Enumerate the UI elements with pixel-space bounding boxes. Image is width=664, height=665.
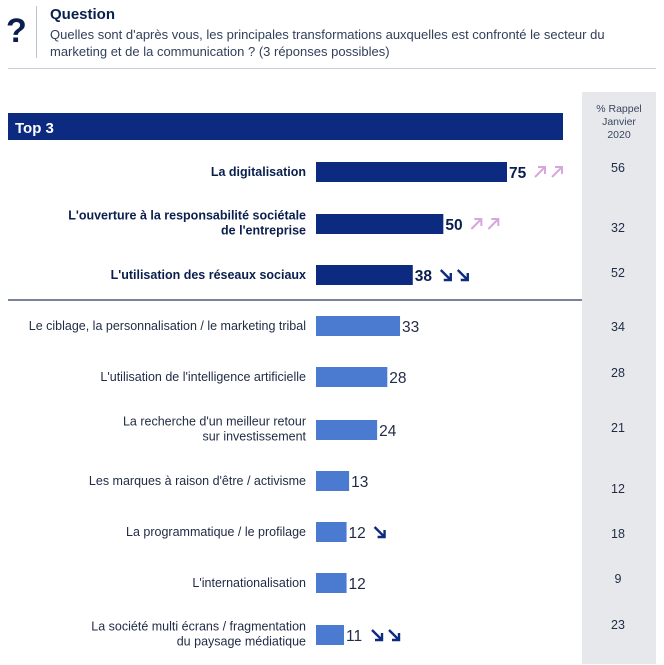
rappel-header-line: % Rappel	[596, 103, 642, 115]
trend-up-icon-path	[487, 218, 500, 230]
value-label: 33	[402, 319, 419, 336]
value-label: 28	[389, 370, 406, 387]
bar	[316, 316, 401, 336]
bar	[316, 573, 347, 593]
trend-down-icon-path	[388, 629, 401, 642]
header-rule	[8, 68, 656, 69]
bar	[316, 420, 378, 440]
trend-up-icon	[487, 218, 500, 230]
rappel-header-line: 2020	[607, 129, 631, 141]
category-label: du paysage médiatique	[177, 635, 306, 649]
category-label: La digitalisation	[211, 165, 306, 179]
trend-up-icon-path	[534, 166, 546, 178]
rappel-value: 18	[611, 527, 625, 541]
category-label: L'utilisation de l'intelligence artifici…	[100, 370, 306, 384]
bar	[316, 265, 413, 285]
question-header: ? Question Quelles sont d'après vous, le…	[0, 0, 664, 72]
trend-down-icon	[439, 269, 452, 282]
category-label: La société multi écrans / fragmentation	[91, 620, 306, 634]
bar	[316, 367, 388, 387]
trend-down-icon-path	[371, 629, 384, 642]
value-label: 50	[445, 217, 462, 234]
category-label: L'internationalisation	[192, 576, 306, 590]
top3-banner-label: Top 3	[15, 120, 54, 137]
rappel-header-line: Janvier	[602, 116, 636, 128]
bar	[316, 625, 345, 645]
question-title: Question	[50, 6, 116, 23]
value-label: 13	[351, 474, 368, 491]
trend-down-icon	[388, 629, 401, 642]
category-label: L'utilisation des réseaux sociaux	[111, 268, 306, 282]
value-label: 75	[509, 165, 527, 182]
category-label: de l'entreprise	[221, 224, 306, 238]
bar	[316, 522, 347, 542]
category-label: L'ouverture à la responsabilité sociétal…	[68, 209, 306, 223]
rappel-value: 12	[611, 482, 625, 496]
value-label: 11	[346, 628, 362, 645]
trend-down-icon	[456, 269, 469, 282]
bar	[316, 214, 444, 234]
trend-down-icon	[373, 526, 386, 539]
category-label: Le ciblage, la personnalisation / le mar…	[29, 319, 306, 333]
value-label: 38	[415, 268, 433, 285]
trend-up-icon-path	[470, 218, 483, 230]
rappel-value: 23	[611, 618, 625, 632]
value-label: 12	[349, 525, 366, 542]
rappel-panel	[582, 92, 656, 664]
header-separator	[36, 6, 37, 58]
category-label: La programmatique / le profilage	[126, 525, 306, 539]
bar	[316, 162, 507, 182]
trend-up-icon	[551, 166, 563, 178]
trend-down-icon	[371, 629, 384, 642]
rappel-value: 32	[611, 221, 625, 235]
rappel-value: 21	[611, 421, 625, 435]
value-label: 12	[349, 576, 366, 593]
rappel-value: 28	[611, 366, 625, 380]
trend-down-icon-path	[456, 269, 469, 282]
trend-up-icon-path	[551, 166, 563, 178]
bar	[316, 471, 350, 491]
rappel-value: 9	[615, 572, 622, 586]
trend-up-icon	[534, 166, 546, 178]
rappel-value: 34	[611, 320, 625, 334]
category-label: Les marques à raison d'être / activisme	[89, 474, 306, 488]
trend-down-icon-path	[439, 269, 452, 282]
top3-banner	[8, 113, 563, 140]
category-label: La recherche d'un meilleur retour	[123, 415, 306, 429]
rappel-value: 52	[611, 266, 625, 280]
value-label: 24	[379, 423, 397, 440]
trend-up-icon	[470, 218, 483, 230]
question-mark-icon: ?	[6, 12, 27, 50]
trend-down-icon-path	[373, 526, 386, 539]
category-label: sur investissement	[202, 430, 306, 444]
rappel-value: 56	[611, 161, 625, 175]
question-text: Quelles sont d'après vous, les principal…	[50, 27, 605, 59]
